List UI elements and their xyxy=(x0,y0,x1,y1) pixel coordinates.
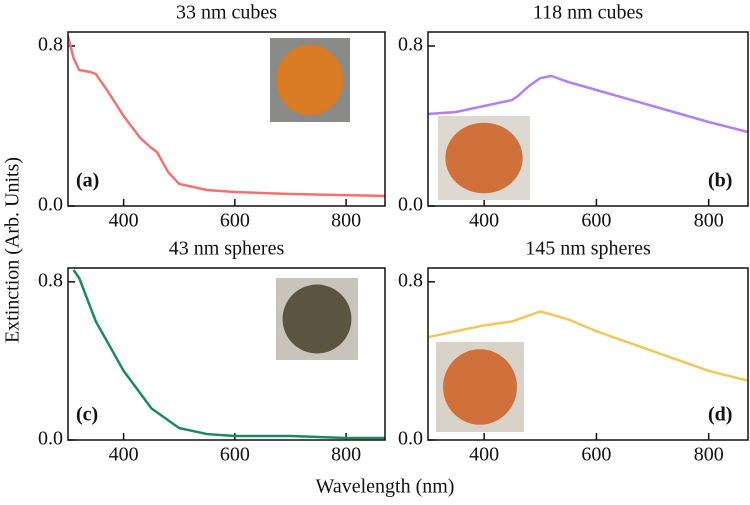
inset-disc xyxy=(445,122,523,194)
x-tick-label: 600 xyxy=(581,444,611,466)
plot-frame xyxy=(67,267,386,441)
panel: 145 nm spheres 400 600 800 0.0 0.8 (d) xyxy=(398,238,749,466)
y-tick-label: 0.0 xyxy=(398,428,423,450)
panel-title: 43 nm spheres xyxy=(169,238,285,260)
x-tick-label: 400 xyxy=(109,444,139,466)
data-line xyxy=(66,35,386,198)
x-tick-label: 800 xyxy=(694,444,724,466)
y-tick-label: 0.8 xyxy=(38,269,63,291)
x-tick-label: 400 xyxy=(469,444,499,466)
panel: 33 nm cubes 400 600 800 0.0 0.8 (a) xyxy=(38,2,386,232)
x-tick-label: 600 xyxy=(220,444,250,466)
panel: 118 nm cubes 400 600 800 0.0 0.8 (b) xyxy=(398,2,749,232)
data-line xyxy=(427,310,749,382)
x-tick-label: 600 xyxy=(581,210,611,232)
inset-disc xyxy=(443,349,517,425)
y-axis-label: Extinction (Arb. Units) xyxy=(2,157,24,343)
data-line xyxy=(427,74,749,134)
y-tick-label: 0.8 xyxy=(38,34,63,56)
y-tick-label: 0.8 xyxy=(398,269,423,291)
inset-disc xyxy=(276,44,344,116)
panel: 43 nm spheres 400 600 800 0.0 0.8 (c) xyxy=(38,238,386,466)
y-tick-label: 0.8 xyxy=(398,34,423,56)
panel-annotation: (b) xyxy=(708,170,732,192)
plot-frame xyxy=(67,31,386,207)
panel-title: 118 nm cubes xyxy=(533,2,644,24)
data-line xyxy=(72,269,385,440)
y-tick-label: 0.0 xyxy=(398,194,423,216)
x-tick-label: 800 xyxy=(694,210,724,232)
x-axis-label: Wavelength (nm) xyxy=(316,476,455,498)
inset-disc xyxy=(282,284,352,354)
x-tick-label: 400 xyxy=(109,210,139,232)
panel-title: 33 nm cubes xyxy=(176,2,277,24)
x-tick-label: 600 xyxy=(220,210,250,232)
y-tick-label: 0.0 xyxy=(38,194,63,216)
x-tick-label: 800 xyxy=(331,444,361,466)
panel-annotation: (a) xyxy=(76,170,99,192)
panel-annotation: (d) xyxy=(708,404,732,426)
x-tick-label: 400 xyxy=(469,210,499,232)
x-tick-label: 800 xyxy=(331,210,361,232)
plot-frame xyxy=(427,267,749,441)
panel-title: 145 nm spheres xyxy=(525,238,651,260)
plot-frame xyxy=(427,31,749,207)
panel-annotation: (c) xyxy=(76,404,98,426)
y-tick-label: 0.0 xyxy=(38,428,63,450)
